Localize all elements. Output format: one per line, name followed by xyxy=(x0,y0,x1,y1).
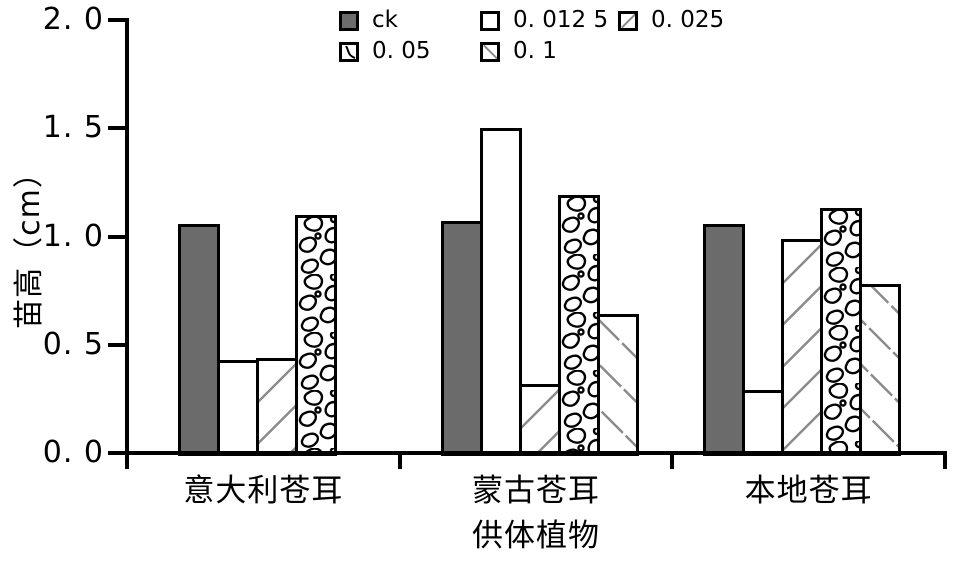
legend-label: 0. 025 xyxy=(651,7,725,33)
legend-marker-diagonal-backslash xyxy=(480,41,500,62)
y-tick-label: 0. 5 xyxy=(42,326,104,362)
legend-label: ck xyxy=(372,7,398,33)
y-axis-tick xyxy=(108,451,127,455)
bar-0.0125-本地苍耳 xyxy=(742,390,784,456)
bar-ck-意大利苍耳 xyxy=(178,223,220,456)
y-axis-tick xyxy=(108,18,127,22)
bar-0.05-蒙古苍耳 xyxy=(558,195,600,456)
legend-marker-white xyxy=(480,10,500,31)
y-axis-line xyxy=(125,18,129,455)
y-tick-label: 1. 5 xyxy=(42,110,104,146)
bar-0.0125-蒙古苍耳 xyxy=(480,128,522,456)
bar-0.05-本地苍耳 xyxy=(820,208,862,456)
legend-label: 0. 05 xyxy=(372,38,431,64)
x-axis-title: 供体植物 xyxy=(472,518,600,554)
category-label-1: 意大利苍耳 xyxy=(183,473,344,509)
y-tick-label: 2. 0 xyxy=(42,2,104,37)
category-label-2: 蒙古苍耳 xyxy=(472,473,600,509)
category-label-3: 本地苍耳 xyxy=(744,473,873,509)
bar-0.025-本地苍耳 xyxy=(781,238,823,456)
x-axis-tick xyxy=(125,455,129,469)
legend-item-0.0125: 0. 012 5 xyxy=(480,7,618,34)
legend-item-0.1: 0. 1 xyxy=(480,38,618,65)
legend-item-ck: ck xyxy=(339,7,480,34)
y-axis-tick xyxy=(108,126,127,131)
x-axis-tick xyxy=(943,455,947,469)
legend-marker-solid-gray xyxy=(339,10,359,31)
y-axis-tick xyxy=(108,342,127,347)
x-axis-line xyxy=(125,451,947,455)
bar-0.025-蒙古苍耳 xyxy=(519,383,561,456)
legend: ck 0. 012 5 0. 025 0. 05 0. 1 xyxy=(339,7,724,65)
x-axis-tick xyxy=(397,455,402,469)
y-tick-label: 0. 0 xyxy=(42,435,104,470)
legend-item-0.05: 0. 05 xyxy=(339,38,480,65)
bar-ck-蒙古苍耳 xyxy=(441,221,483,456)
y-tick-label: 1. 0 xyxy=(42,218,104,254)
y-axis-tick xyxy=(108,234,127,239)
legend-label: 0. 1 xyxy=(513,38,557,64)
legend-marker-diagonal-slash xyxy=(618,10,638,31)
bar-ck-本地苍耳 xyxy=(703,223,745,456)
bar-0.0125-意大利苍耳 xyxy=(217,359,259,456)
legend-item-0.025: 0. 025 xyxy=(618,7,724,34)
x-axis-tick xyxy=(670,455,675,469)
bar-0.1-本地苍耳 xyxy=(859,284,901,456)
bar-0.1-蒙古苍耳 xyxy=(597,314,639,456)
bar-0.05-意大利苍耳 xyxy=(295,214,337,456)
legend-label: 0. 012 5 xyxy=(513,7,609,33)
legend-marker-marble xyxy=(339,41,359,62)
bar-0.025-意大利苍耳 xyxy=(256,357,298,456)
